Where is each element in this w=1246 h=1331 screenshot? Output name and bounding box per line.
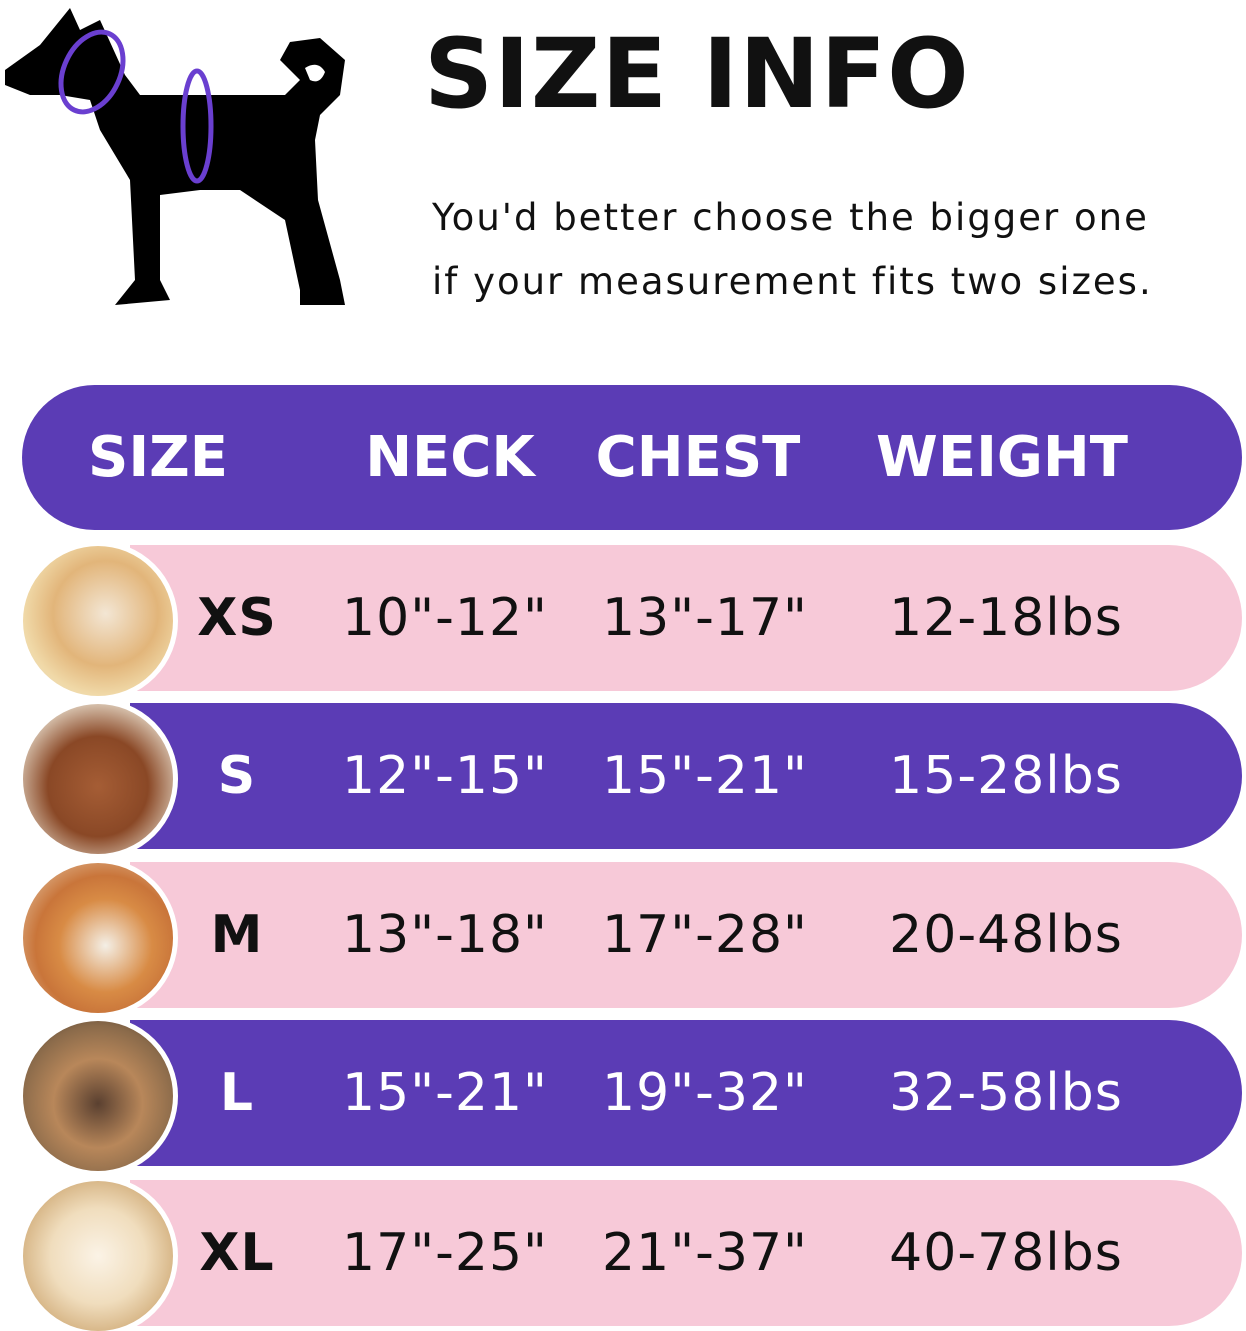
cell-size: S xyxy=(217,746,257,806)
subtitle-line: You'd better choose the bigger one xyxy=(432,196,1149,239)
cell-neck: 17"-25" xyxy=(342,1223,548,1283)
cell-neck: 13"-18" xyxy=(342,905,548,965)
labrador-photo xyxy=(18,1176,178,1331)
cell-weight: 40-78lbs xyxy=(889,1223,1123,1283)
subtitle: You'd better choose the bigger one if yo… xyxy=(432,186,1153,314)
cell-neck: 15"-21" xyxy=(342,1063,548,1123)
cell-chest: 13"-17" xyxy=(602,588,808,648)
cell-neck: 10"-12" xyxy=(342,588,548,648)
poodle-photo xyxy=(18,699,178,859)
cell-weight: 20-48lbs xyxy=(889,905,1123,965)
cell-weight: 12-18lbs xyxy=(889,588,1123,648)
table-row-m: M 13"-18" 17"-28" 20-48lbs xyxy=(130,862,1242,1008)
cell-size: XS xyxy=(197,588,277,648)
header-chest: CHEST xyxy=(595,425,801,490)
cell-neck: 12"-15" xyxy=(342,746,548,806)
subtitle-line: if your measurement fits two sizes. xyxy=(432,260,1153,303)
pomeranian-photo xyxy=(18,541,178,701)
cell-weight: 15-28lbs xyxy=(889,746,1123,806)
header-neck: NECK xyxy=(365,425,535,490)
cell-weight: 32-58lbs xyxy=(889,1063,1123,1123)
dog-silhouette-icon xyxy=(5,8,345,305)
table-header: SIZE NECK CHEST WEIGHT xyxy=(22,385,1242,530)
cell-chest: 17"-28" xyxy=(602,905,808,965)
cell-chest: 15"-21" xyxy=(602,746,808,806)
header-weight: WEIGHT xyxy=(876,425,1128,490)
table-row-l: L 15"-21" 19"-32" 32-58lbs xyxy=(130,1020,1242,1166)
header-size: SIZE xyxy=(87,425,229,490)
cell-size: M xyxy=(210,905,264,965)
cell-chest: 19"-32" xyxy=(602,1063,808,1123)
page-title: SIZE INFO xyxy=(424,18,970,130)
table-row-s: S 12"-15" 15"-21" 15-28lbs xyxy=(130,703,1242,849)
table-row-xs: XS 10"-12" 13"-17" 12-18lbs xyxy=(130,545,1242,691)
cell-size: L xyxy=(219,1063,255,1123)
table-row-xl: XL 17"-25" 21"-37" 40-78lbs xyxy=(130,1180,1242,1326)
french-bulldog-photo xyxy=(18,1016,178,1176)
cell-chest: 21"-37" xyxy=(602,1223,808,1283)
shiba-photo xyxy=(18,858,178,1018)
cell-size: XL xyxy=(199,1223,275,1283)
